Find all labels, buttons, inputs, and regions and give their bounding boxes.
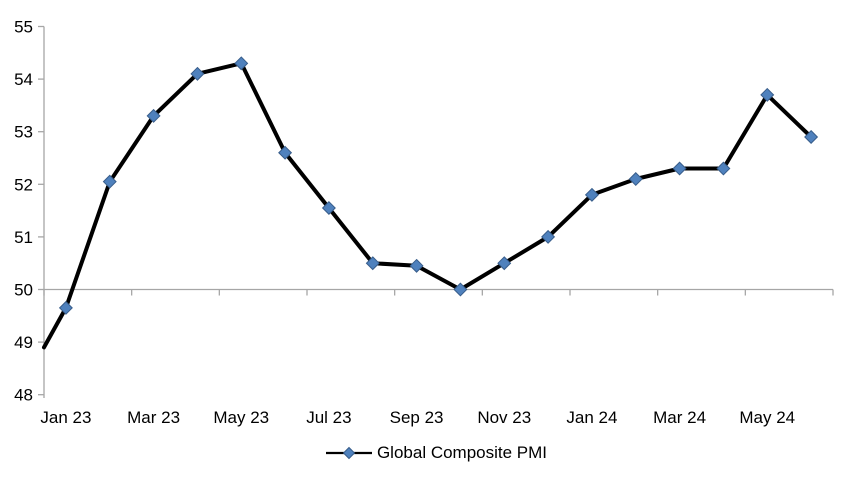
legend-marker-icon xyxy=(325,446,372,460)
y-axis-label: 48 xyxy=(14,386,33,405)
y-axis-label: 51 xyxy=(14,228,33,247)
y-axis-label: 49 xyxy=(14,333,33,352)
pmi-data-point-marker xyxy=(234,56,249,71)
y-axis-label: 53 xyxy=(14,123,33,142)
chart-canvas: 48 49 50 51 52 53 54 55 Jan 23 Mar 23 May 23 Jul 23… xyxy=(14,18,834,427)
x-axis-label: Sep 23 xyxy=(390,408,444,427)
x-axis-label: May 24 xyxy=(739,408,795,427)
pmi-data-point-marker xyxy=(321,200,336,215)
pmi-data-point-marker xyxy=(409,258,424,273)
pmi-data-point-marker xyxy=(497,256,512,271)
pmi-data-point-marker xyxy=(278,145,293,160)
x-axis-label: Mar 23 xyxy=(127,408,180,427)
pmi-data-point-marker xyxy=(760,87,775,102)
y-axis-label: 54 xyxy=(14,70,33,89)
pmi-data-point-marker xyxy=(102,174,117,189)
y-axis-label: 50 xyxy=(14,281,33,300)
pmi-data-point-marker xyxy=(584,187,599,202)
x-axis-label: May 23 xyxy=(213,408,269,427)
pmi-data-point-marker xyxy=(628,172,643,187)
chart-legend: Global Composite PMI xyxy=(0,441,852,465)
pmi-series-line xyxy=(42,61,814,350)
pmi-data-point-marker xyxy=(365,256,380,271)
pmi-data-point-marker xyxy=(146,108,161,123)
pmi-data-point-marker xyxy=(541,229,556,244)
x-axis-label: Jan 23 xyxy=(40,408,91,427)
x-axis-label: Mar 24 xyxy=(653,408,706,427)
x-axis-label: Jan 24 xyxy=(566,408,617,427)
y-axis-label: 52 xyxy=(14,175,33,194)
pmi-data-point-marker xyxy=(190,66,205,81)
y-axis-label: 55 xyxy=(14,18,33,37)
pmi-data-point-marker xyxy=(453,282,468,297)
x-axis-label: Jul 23 xyxy=(306,408,351,427)
pmi-data-point-marker xyxy=(804,129,819,144)
pmi-data-point-marker xyxy=(716,161,731,176)
x-axis-label: Nov 23 xyxy=(477,408,531,427)
pmi-data-point-marker xyxy=(672,161,687,176)
pmi-data-point-marker xyxy=(58,300,73,315)
legend-label: Global Composite PMI xyxy=(376,443,548,462)
